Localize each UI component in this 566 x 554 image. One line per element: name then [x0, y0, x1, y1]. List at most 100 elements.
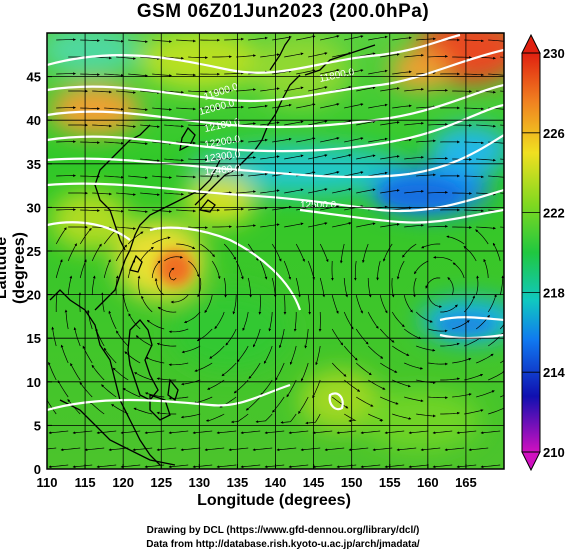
streamline: [499, 275, 504, 296]
streamline: [320, 103, 340, 109]
streamline: [240, 430, 261, 435]
streamline: [348, 447, 369, 452]
streamline: [70, 363, 81, 381]
streamline: [140, 158, 160, 162]
streamline: [104, 39, 124, 43]
streamline: [168, 328, 189, 334]
streamline: [500, 394, 504, 398]
streamline: [432, 430, 453, 435]
streamline: [104, 73, 124, 77]
y-tick-label: 20: [27, 288, 41, 303]
streamline: [456, 464, 477, 469]
colorbar-labels: 230 226 222 218 214 210: [522, 46, 565, 460]
streamline: [192, 464, 213, 469]
streamline: [416, 345, 436, 352]
streamline: [48, 361, 57, 381]
streamline: [80, 107, 100, 110]
streamline: [343, 277, 349, 298]
streamline: [368, 69, 388, 75]
credit-data: Data from http://database.rish.kyoto-u.a…: [146, 539, 420, 550]
streamline: [452, 393, 472, 398]
streamline: [452, 357, 472, 364]
streamline: [176, 243, 196, 250]
streamline: [428, 396, 448, 400]
colorbar-label: 210: [543, 445, 565, 460]
streamline: [135, 335, 153, 347]
streamline: [391, 311, 405, 328]
streamline: [248, 206, 268, 211]
streamline: [392, 206, 412, 211]
colorbar-label: 226: [543, 126, 565, 141]
streamline: [132, 447, 153, 452]
streamline: [242, 311, 249, 331]
x-tick-label: 125: [150, 475, 172, 490]
streamline: [260, 379, 273, 396]
streamline: [73, 327, 81, 347]
streamline: [176, 209, 196, 213]
streamline: [404, 190, 424, 194]
y-tick-label: 45: [27, 70, 41, 85]
streamline: [428, 55, 448, 58]
streamline: [293, 312, 297, 332]
streamline: [318, 311, 322, 332]
streamline: [440, 342, 460, 347]
y-tick-label: 15: [27, 331, 41, 346]
streamline: [247, 243, 259, 262]
streamline: [221, 362, 237, 377]
streamline: [428, 123, 448, 126]
streamline: [343, 345, 358, 361]
x-tick-label: 135: [227, 475, 249, 490]
streamline: [124, 351, 141, 364]
streamline: [428, 157, 448, 160]
streamline: [452, 90, 472, 93]
streamline: [296, 35, 316, 41]
streamline: [331, 294, 339, 314]
streamline: [476, 158, 496, 162]
streamline: [196, 328, 213, 342]
streamline: [193, 396, 213, 404]
streamline: [205, 413, 225, 422]
streamline: [476, 124, 496, 128]
streamline: [312, 430, 333, 435]
streamline: [128, 141, 148, 145]
streamline: [331, 396, 349, 409]
streamline: [51, 326, 57, 347]
streamline: [152, 175, 172, 179]
streamline: [380, 396, 399, 405]
streamline: [228, 447, 249, 452]
streamline: [92, 192, 112, 196]
streamline: [360, 430, 381, 435]
streamline: [331, 362, 347, 377]
y-tick-label: 5: [34, 418, 41, 433]
streamline: [464, 175, 484, 179]
streamline: [356, 86, 376, 92]
streamline: [224, 173, 244, 177]
streamline: [404, 156, 424, 160]
streamline: [224, 139, 244, 143]
streamline: [283, 260, 292, 280]
streamline: [233, 379, 249, 394]
streamline: [176, 107, 196, 111]
streamline: [48, 430, 69, 435]
streamline: [383, 243, 393, 262]
streamline: [152, 236, 171, 245]
streamline: [164, 90, 184, 94]
streamline: [298, 396, 309, 414]
streamline: [308, 154, 328, 160]
streamline: [446, 235, 465, 245]
streamline: [82, 345, 93, 364]
streamline: [353, 260, 357, 281]
streamline: [140, 90, 160, 94]
streamline: [464, 409, 484, 415]
streamline: [164, 124, 184, 128]
streamline: [80, 209, 100, 212]
streamline: [275, 362, 285, 381]
streamline: [268, 311, 273, 332]
streamline: [116, 56, 136, 60]
streamline: [200, 243, 215, 258]
streamline: [284, 120, 304, 126]
streamline: [296, 69, 316, 75]
streamline: [116, 330, 129, 347]
streamline: [355, 362, 372, 376]
streamline: [48, 464, 69, 469]
